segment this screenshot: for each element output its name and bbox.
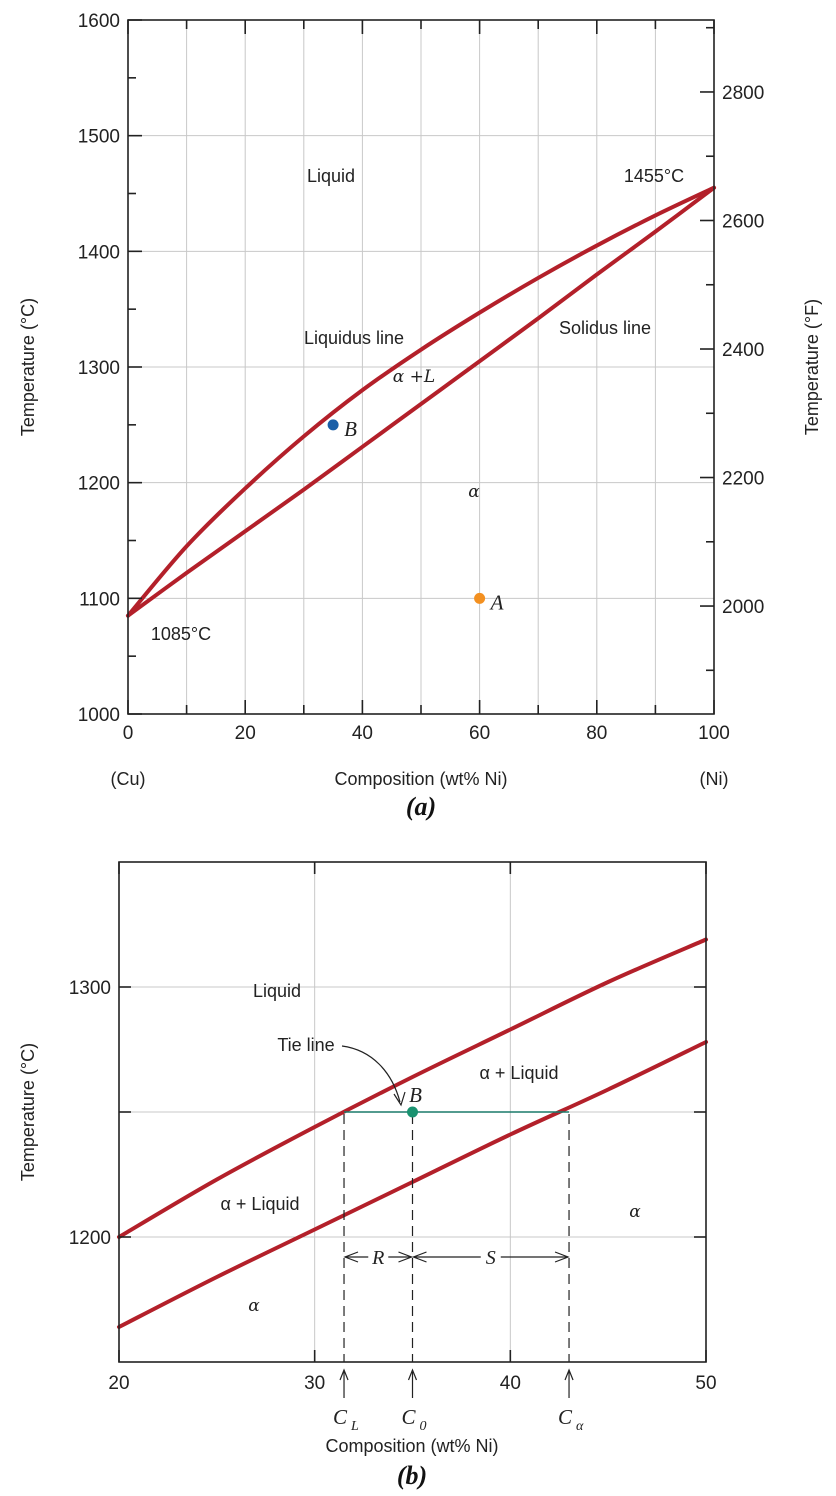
label-liquid-b: Liquid <box>253 981 301 1001</box>
x-tick-label: 20 <box>235 723 256 744</box>
y-tick-label: 1600 <box>78 11 120 32</box>
y2-tick-label: 2600 <box>722 211 764 232</box>
x-label-cu: (Cu) <box>111 769 146 789</box>
label-liquidus-line: Liquidus line <box>304 328 404 348</box>
tie-line-callout-arrowhead <box>393 1091 406 1107</box>
marker-arrowhead <box>339 1368 349 1381</box>
y2-tick-label: 2200 <box>722 469 764 490</box>
y-axis-title-b: Temperature (°C) <box>18 1043 38 1181</box>
y-tick-label: 1500 <box>78 127 120 148</box>
y-tick-label: 1400 <box>78 242 120 263</box>
x-label-ni: (Ni) <box>700 769 729 789</box>
solidus-line <box>126 185 716 618</box>
label-solidus-line: Solidus line <box>559 318 651 338</box>
x-tick-label: 40 <box>352 723 373 744</box>
tie-line-callout <box>341 1045 401 1103</box>
y2-axis-title-a: Temperature (°F) <box>802 299 822 435</box>
segment-label-s: S <box>486 1247 496 1269</box>
marker-subscript: α <box>576 1419 584 1434</box>
point-b-detail <box>407 1106 418 1118</box>
chart-a: 0 20 40 60 80 100 1000 1100 1200 1300 1400 1500 1600… <box>18 11 822 821</box>
y-tick-label: 1100 <box>79 589 120 610</box>
segment-arrowhead <box>398 1251 414 1263</box>
label-alpha-plus-l: α +L <box>393 367 435 387</box>
y2-tick-label: 2400 <box>722 340 764 361</box>
liquidus-line <box>126 185 716 618</box>
y2-tick-label: 2000 <box>722 597 764 618</box>
label-tie-line: Tie line <box>277 1035 334 1055</box>
marker-arrowhead <box>407 1368 418 1381</box>
x-tick-label: 30 <box>304 1373 325 1394</box>
point-label-a: A <box>489 590 504 614</box>
y-tick-label: 1200 <box>78 474 120 495</box>
x-tick-label: 40 <box>500 1373 521 1394</box>
label-alpha-right: α <box>629 1202 641 1222</box>
label-alpha-liquid-lower: α + Liquid <box>221 1194 300 1214</box>
label-liquid-a: Liquid <box>307 166 355 186</box>
y-tick-label: 1200 <box>69 1228 111 1249</box>
segment-label-r: R <box>371 1247 384 1269</box>
segment-arrowhead <box>554 1251 570 1263</box>
x-tick-label: 0 <box>123 723 134 744</box>
segment-arrowhead <box>411 1251 427 1263</box>
label-alpha-a: α <box>468 482 480 502</box>
point-label-b-detail: B <box>409 1083 422 1107</box>
point-b <box>327 419 339 431</box>
x-tick-label: 60 <box>469 723 490 744</box>
point-label-b: B <box>344 417 357 441</box>
label-1085c: 1085°C <box>151 624 211 644</box>
x-tick-label: 20 <box>108 1373 129 1394</box>
y2-tick-label: 2800 <box>722 83 764 104</box>
marker-subscript: 0 <box>420 1419 427 1434</box>
x-axis-title-b: Composition (wt% Ni) <box>325 1436 498 1456</box>
label-1455c: 1455°C <box>624 166 684 186</box>
x-axis-title-a: Composition (wt% Ni) <box>334 769 507 789</box>
marker-label: C <box>333 1405 348 1429</box>
marker-label: C <box>401 1405 416 1429</box>
y-tick-label: 1000 <box>78 705 120 726</box>
label-alpha-liquid-upper: α + Liquid <box>480 1063 559 1083</box>
y-tick-label: 1300 <box>78 358 120 379</box>
x-tick-label: 80 <box>586 723 607 744</box>
panel-label-b: (b) <box>397 1461 427 1490</box>
segment-arrowhead <box>343 1251 359 1263</box>
marker-arrowhead <box>564 1368 574 1381</box>
marker-subscript: L <box>350 1419 359 1434</box>
point-a <box>474 592 486 604</box>
y-axis-title-a: Temperature (°C) <box>18 298 38 436</box>
marker-label: C <box>558 1405 573 1429</box>
x-tick-label: 100 <box>698 723 730 744</box>
label-alpha-lower: α <box>248 1296 260 1316</box>
y-tick-label: 1300 <box>69 978 111 999</box>
x-tick-label: 50 <box>695 1373 716 1394</box>
panel-label-a: (a) <box>406 792 436 821</box>
liquidus-curve-b <box>117 937 708 1239</box>
